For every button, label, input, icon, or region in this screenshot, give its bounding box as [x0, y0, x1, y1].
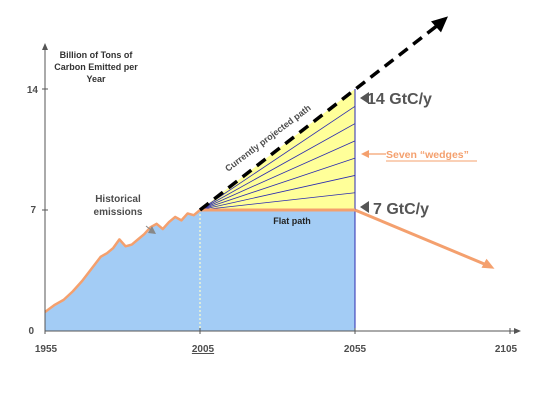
wedges-label-pointer-arrowhead: [361, 150, 369, 158]
reduction-path-arrowhead: [481, 258, 495, 269]
wedge-divider-line: [199, 105, 356, 211]
x-tick-label-2105: 2105: [495, 344, 518, 355]
y-tick-label-14: 14: [27, 85, 39, 96]
x-tick-label-1955: 1955: [35, 344, 58, 355]
historical-emissions-area: [45, 210, 200, 331]
high-value-pointer-arrowhead: [360, 92, 369, 104]
low-emission-value-label: 7 GtC/y: [373, 201, 429, 218]
historical-label-pointer-arrowhead: [148, 226, 156, 234]
projected-path-arrowhead: [431, 16, 448, 33]
x-tick-label-2005: 2005: [192, 344, 215, 355]
historical-emissions-line: [44, 209, 201, 313]
historical-emissions-label-line-1: Historical: [95, 194, 141, 205]
seven-wedges-label: Seven “wedges”: [386, 149, 469, 161]
flat-path-label: Flat path: [273, 216, 311, 226]
y-tick-label-7: 7: [30, 205, 36, 216]
low-value-pointer-arrowhead: [360, 201, 369, 213]
high-emission-value-label: 14 GtC/y: [367, 91, 432, 108]
wedge-divider-line: [199, 192, 356, 211]
wedge-divider-line: [199, 175, 356, 211]
wedge-divider-line: [199, 123, 356, 211]
y-axis-label-line-2: Carbon Emitted per: [54, 62, 138, 72]
y-axis-arrowhead: [42, 43, 48, 50]
reduction-path-line: [354, 208, 490, 268]
x-axis-arrowhead: [514, 328, 521, 334]
x-tick-label-2055: 2055: [344, 344, 367, 355]
y-axis-label-line-1: Billion of Tons of: [60, 50, 134, 60]
y-tick-label-0: 0: [28, 326, 34, 337]
wedge-divider-line: [199, 157, 356, 211]
y-axis-label-line-3: Year: [86, 74, 106, 84]
projected-path-line: [198, 22, 442, 212]
flat-path-area: [200, 210, 355, 331]
wedge-divider-line: [199, 140, 356, 211]
historical-emissions-label-line-2: emissions: [94, 207, 143, 218]
plot-area: [42, 16, 521, 334]
